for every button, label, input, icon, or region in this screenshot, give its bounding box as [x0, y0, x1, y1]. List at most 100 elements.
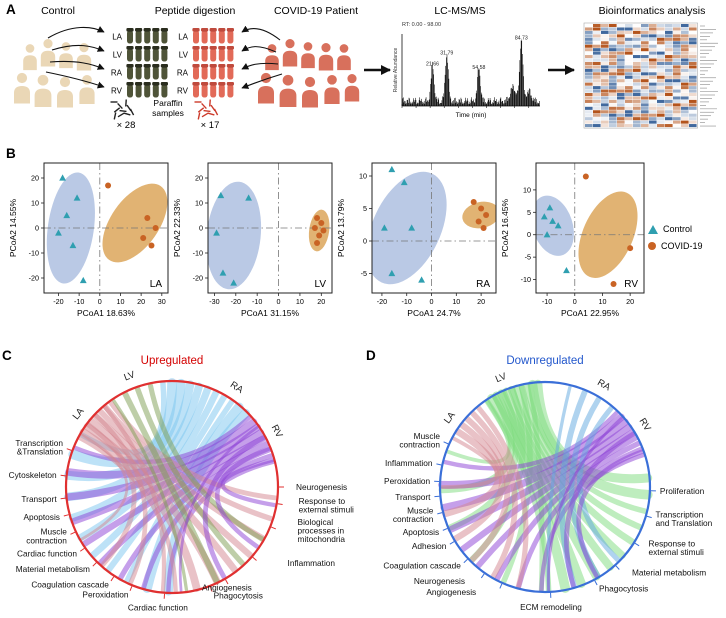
legend-control-label: Control — [663, 224, 693, 234]
heatmap-cell — [681, 34, 689, 38]
tube-row-label: LA — [112, 33, 122, 42]
heatmap-cell — [641, 110, 649, 114]
heatmap-cell — [593, 79, 601, 83]
heatmap-cell — [665, 34, 673, 38]
tube-row-label: RV — [111, 87, 123, 96]
label-tick — [70, 531, 76, 535]
heatmap-cell — [649, 124, 657, 128]
group-ellipse — [46, 172, 95, 284]
tube-cap — [135, 46, 143, 50]
person-silhouette — [13, 71, 31, 105]
label-tick — [252, 556, 257, 561]
heatmap-cell — [689, 106, 697, 110]
heatmap-cell — [609, 27, 617, 31]
control-marker-icon — [648, 224, 658, 234]
heatmap-cell — [617, 61, 625, 65]
heatmap-cell — [649, 72, 657, 76]
heatmap-cell — [633, 113, 641, 117]
covid-point — [478, 205, 485, 212]
circos-label-line: Muscle — [41, 527, 68, 537]
heatmap-cell — [625, 55, 633, 59]
heatmap-cell — [681, 96, 689, 100]
heatmap-cell — [665, 55, 673, 59]
sample-tube — [135, 66, 142, 80]
heatmap-cell — [657, 86, 665, 90]
heatmap-cell — [641, 106, 649, 110]
heatmap-cell — [673, 44, 681, 48]
heatmap-cell — [665, 37, 673, 41]
label-tick — [594, 580, 598, 586]
ellipse-layer — [372, 171, 496, 285]
circos-label-line: Peroxidation — [384, 476, 431, 486]
heatmap-cell — [649, 61, 657, 65]
tube-cap — [152, 64, 160, 68]
sample-tube — [144, 84, 151, 98]
heatmap-cell — [673, 41, 681, 45]
tube-cap — [143, 46, 151, 50]
heatmap-cell — [689, 113, 697, 117]
peak-label: 21.66 — [426, 62, 439, 68]
heatmap-cell — [641, 96, 649, 100]
label-tick — [646, 515, 652, 519]
heatmap-cell — [681, 106, 689, 110]
legend-item-control: Control — [648, 224, 703, 234]
heatmap-cell — [625, 106, 633, 110]
heatmap-cell — [641, 86, 649, 90]
heatmap-cell — [625, 27, 633, 31]
person-silhouette — [323, 74, 341, 105]
covid-point — [144, 215, 151, 221]
circos-label: Coagulation cascade — [31, 579, 109, 589]
heatmap-cell — [593, 24, 601, 28]
circos-label-line: Muscle — [414, 431, 441, 441]
heatmap-cell — [593, 65, 601, 69]
tube-cap — [192, 64, 200, 68]
heatmap-cell — [601, 96, 609, 100]
person-body — [300, 52, 316, 69]
chord-ribbon — [547, 416, 623, 592]
heatmap-cell — [593, 44, 601, 48]
chord-ribbon — [494, 440, 642, 582]
peak-label: 84.73 — [515, 35, 528, 41]
panel-b-letter: B — [6, 146, 16, 161]
paraffin-shaving — [117, 112, 125, 118]
heatmap-cell — [585, 93, 593, 97]
control-point — [55, 229, 62, 236]
heatmap-cell — [609, 61, 617, 65]
label-tick — [499, 583, 503, 589]
heatmap-cell — [689, 79, 697, 83]
tube-row-label: RV — [177, 87, 189, 96]
sample-tube — [210, 66, 217, 80]
circos-label: Proliferation — [660, 486, 705, 496]
sample-flow-arrow — [45, 71, 105, 89]
heatmap-cell — [617, 120, 625, 124]
control-point — [554, 222, 562, 229]
chord-ribbon — [112, 399, 189, 592]
heatmap-cell — [609, 86, 617, 90]
heatmap-cell — [601, 120, 609, 124]
legend-covid-label: COVID-19 — [661, 241, 703, 251]
lcms-label: LC-MS/MS — [434, 5, 486, 17]
heatmap-cell — [657, 55, 665, 59]
person-body — [257, 84, 275, 105]
label-tick — [66, 448, 72, 451]
heatmap-cell — [625, 89, 633, 93]
chord-ribbon — [94, 413, 148, 585]
heatmap-cell — [585, 103, 593, 107]
tube-cap — [209, 28, 217, 32]
heatmap-cell — [633, 93, 641, 97]
heatmap-cell — [633, 65, 641, 69]
heatmap-cell — [593, 117, 601, 121]
heatmap-cell — [641, 103, 649, 107]
heatmap-cell — [617, 113, 625, 117]
plot-frame — [371, 162, 497, 294]
heatmap-cell — [625, 82, 633, 86]
heatmap-cell — [633, 110, 641, 114]
tube-cap — [126, 46, 134, 50]
person-silhouette — [301, 75, 319, 109]
heatmap-cell — [681, 124, 689, 128]
heatmap-cell — [689, 124, 697, 128]
heatmap-cell — [593, 51, 601, 55]
heatmap-cell — [625, 120, 633, 124]
x-tick-label: 10 — [452, 297, 460, 306]
heatmap-cell — [625, 75, 633, 79]
